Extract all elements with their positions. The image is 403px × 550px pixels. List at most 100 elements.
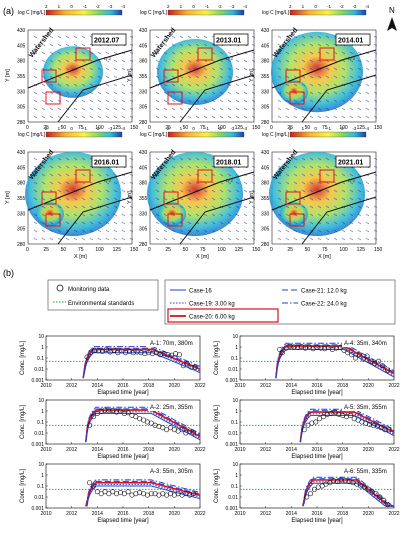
data-point bbox=[90, 414, 96, 420]
source-box bbox=[45, 213, 61, 227]
sim-line-case16 bbox=[82, 352, 201, 379]
source-box bbox=[289, 91, 305, 105]
flow-arrow bbox=[129, 75, 134, 79]
boundary-line bbox=[271, 171, 377, 211]
flow-arrow bbox=[113, 237, 118, 241]
x-tick-label: 2016 bbox=[311, 511, 322, 517]
flow-arrow bbox=[97, 229, 102, 233]
data-point bbox=[337, 345, 343, 351]
boundary-line bbox=[179, 74, 255, 123]
flow-arrow bbox=[33, 107, 38, 111]
sim-line-case19 bbox=[85, 483, 201, 507]
flow-arrow bbox=[325, 173, 330, 177]
flow-arrow bbox=[41, 237, 46, 241]
flow-arrow bbox=[97, 107, 102, 111]
flow-arrow bbox=[89, 197, 94, 201]
flow-arrow bbox=[41, 157, 46, 161]
flow-arrow bbox=[341, 51, 346, 55]
flow-arrow bbox=[129, 221, 134, 225]
flow-arrow bbox=[65, 157, 70, 161]
flow-arrow bbox=[227, 59, 232, 63]
flow-arrow bbox=[155, 35, 160, 39]
flow-arrow bbox=[203, 51, 208, 55]
colorbar-title: log C [mg/L] bbox=[18, 10, 46, 16]
flow-arrow bbox=[57, 173, 62, 177]
flow-arrow bbox=[203, 173, 208, 177]
flow-arrow bbox=[113, 229, 118, 233]
y-tick-label: 280 bbox=[139, 242, 148, 248]
data-point bbox=[356, 352, 362, 358]
flow-arrow bbox=[317, 59, 322, 63]
flow-arrow bbox=[163, 165, 168, 169]
flow-arrow bbox=[211, 99, 216, 103]
flow-arrow bbox=[33, 115, 38, 119]
flow-arrow bbox=[293, 221, 298, 225]
flow-arrow bbox=[97, 213, 102, 217]
flow-arrow bbox=[309, 99, 314, 103]
flow-arrow bbox=[81, 75, 86, 79]
flow-arrow bbox=[33, 59, 38, 63]
source-box bbox=[197, 47, 213, 61]
y-tick-label: 10 bbox=[232, 398, 238, 404]
y-tick-label: 0.1 bbox=[231, 356, 238, 362]
flow-arrow bbox=[105, 91, 110, 95]
source-box bbox=[289, 213, 305, 227]
colorbar-tick: -4 bbox=[121, 126, 125, 131]
y-tick-label: 355 bbox=[17, 74, 26, 80]
x-tick-label: 2018 bbox=[143, 447, 154, 453]
y-tick-label: 0.001 bbox=[31, 442, 44, 448]
flow-arrow bbox=[203, 213, 208, 217]
flow-arrow bbox=[57, 35, 62, 39]
data-point bbox=[125, 410, 131, 416]
data-point bbox=[153, 350, 159, 356]
flow-arrow bbox=[171, 181, 176, 185]
data-point bbox=[98, 491, 104, 497]
flow-arrow bbox=[373, 35, 378, 39]
data-point bbox=[369, 489, 375, 495]
date-box bbox=[335, 33, 371, 46]
flow-arrow bbox=[349, 237, 354, 241]
flow-arrow bbox=[235, 115, 240, 119]
flow-arrow bbox=[81, 189, 86, 193]
flow-arrow bbox=[243, 213, 248, 217]
flow-arrow bbox=[325, 99, 330, 103]
flow-arrow bbox=[341, 91, 346, 95]
colorbar-tick: -3 bbox=[108, 4, 112, 9]
flow-arrow bbox=[187, 197, 192, 201]
flow-arrow bbox=[309, 115, 314, 119]
panel-label-b: (b) bbox=[3, 268, 14, 278]
flow-arrow bbox=[309, 91, 314, 95]
flow-arrow bbox=[89, 189, 94, 193]
flow-arrow bbox=[349, 107, 354, 111]
plume bbox=[157, 39, 233, 105]
flow-arrow bbox=[41, 35, 46, 39]
flow-arrow bbox=[227, 205, 232, 209]
flow-arrow bbox=[187, 205, 192, 209]
x-tick-label: 0 bbox=[270, 125, 273, 131]
colorbar-tick: -1 bbox=[205, 4, 209, 9]
x-tick-label: 2010 bbox=[40, 511, 51, 517]
sim-line-case20 bbox=[302, 479, 394, 507]
x-tick-label: 2016 bbox=[311, 383, 322, 389]
flow-arrow bbox=[293, 237, 298, 241]
flow-arrow bbox=[277, 165, 282, 169]
flow-arrow bbox=[81, 165, 86, 169]
data-point bbox=[338, 477, 344, 483]
flow-arrow bbox=[277, 181, 282, 185]
flow-arrow bbox=[57, 237, 62, 241]
flow-arrow bbox=[277, 67, 282, 71]
flow-arrow bbox=[195, 75, 200, 79]
x-tick-label: 100 bbox=[95, 125, 104, 131]
boundary-line bbox=[301, 74, 377, 123]
data-point bbox=[309, 420, 315, 426]
colorbar-tick: 0 bbox=[192, 4, 195, 9]
flow-arrow bbox=[325, 157, 330, 161]
data-point bbox=[370, 422, 376, 428]
flow-arrow bbox=[57, 83, 62, 87]
flow-arrow bbox=[243, 181, 248, 185]
data-point bbox=[144, 419, 150, 425]
flow-arrow bbox=[235, 99, 240, 103]
flow-arrow bbox=[33, 213, 38, 217]
